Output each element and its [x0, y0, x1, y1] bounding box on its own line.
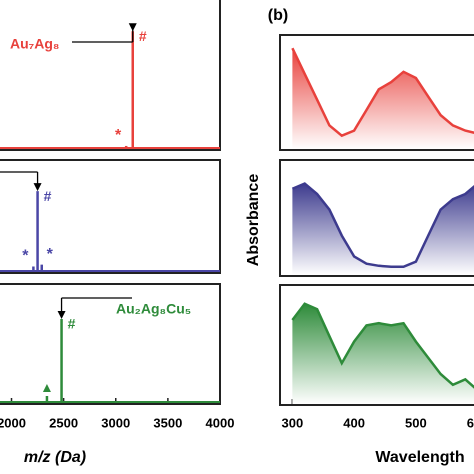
peak-label: # — [139, 28, 147, 44]
arrow-head — [128, 23, 137, 32]
x-tick-label: 600 — [467, 415, 474, 430]
panel-frame — [279, 34, 474, 151]
x-tick-label: 2000 — [0, 415, 26, 430]
panel-frame — [0, 159, 221, 274]
species-label: Au₂Ag₈Cu₅ — [116, 301, 191, 317]
spectrum-line — [291, 302, 474, 389]
arrow-head — [33, 183, 42, 192]
area-fill — [292, 48, 474, 149]
species-label: Au₇Ag₈ — [10, 36, 59, 52]
arrow-head — [57, 311, 66, 319]
peak-label: * — [115, 127, 122, 144]
peak-label: * — [22, 248, 29, 265]
x-tick-label: 3500 — [153, 415, 182, 430]
panel-frame — [0, 283, 221, 405]
x-tick-label: 4000 — [206, 415, 235, 430]
peak-label: * — [47, 246, 54, 263]
x-tick-label: 3000 — [101, 415, 130, 430]
x-tick-label: 300 — [282, 415, 304, 430]
peak-marker — [42, 384, 51, 392]
peak-label: # — [44, 188, 52, 204]
spectrum-line — [291, 182, 474, 269]
panel-frame — [279, 284, 474, 406]
panel-frame — [279, 159, 474, 277]
x-tick-label: 500 — [405, 415, 427, 430]
spectrum-line — [291, 47, 474, 138]
y-axis-label: Absorbance — [245, 174, 262, 267]
panel-frame — [0, 0, 221, 151]
x-tick-label: 400 — [343, 415, 365, 430]
area-fill — [292, 183, 474, 275]
area-fill — [292, 303, 474, 404]
peak-label: # — [68, 316, 76, 332]
title: (b) — [268, 7, 288, 24]
x-axis-label: m/z (Da) — [24, 449, 86, 466]
x-tick-label: 2500 — [49, 415, 78, 430]
x-axis-label: Wavelength — [375, 449, 464, 466]
